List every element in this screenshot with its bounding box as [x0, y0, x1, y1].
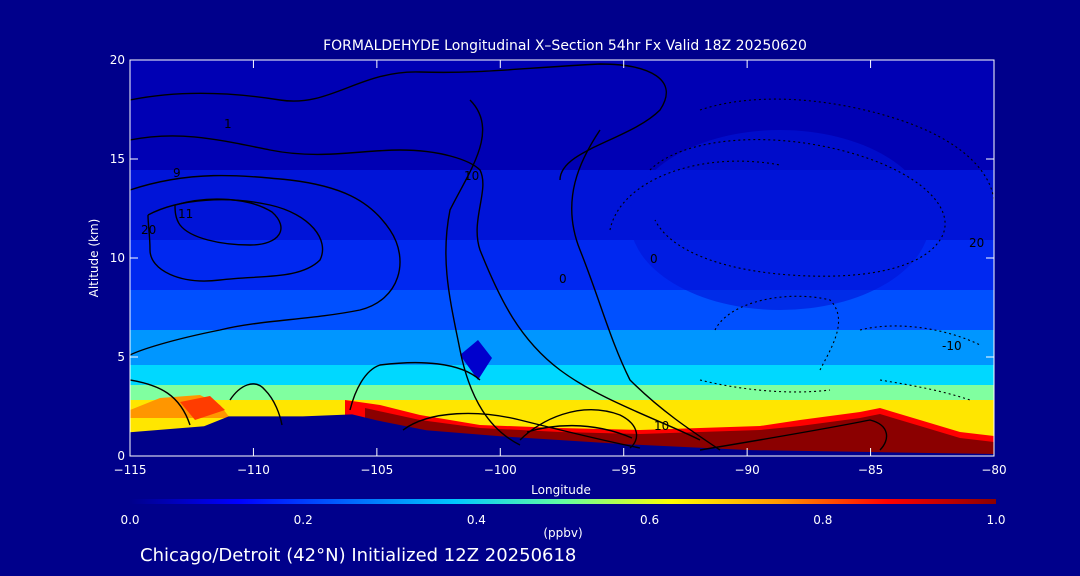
footer-caption: Chicago/Detroit (42°N) Initialized 12Z 2…	[140, 545, 576, 566]
contour-line	[519, 409, 638, 449]
contour-label: 0	[650, 252, 658, 266]
contour-label: 10	[464, 169, 479, 183]
colorbar-tick-label: 0.2	[294, 513, 313, 527]
chart-title: FORMALDEHYDE Longitudinal X–Section 54hr…	[323, 38, 807, 54]
y-tick-label: 5	[117, 350, 125, 364]
contour-label: 20	[141, 223, 156, 237]
colorbar-tick-label: 0.6	[640, 513, 659, 527]
y-axis-label: Altitude (km)	[87, 219, 101, 298]
colorbar-label: (ppbv)	[543, 526, 582, 540]
contour-line	[445, 99, 521, 446]
dashed-contour-line	[699, 98, 994, 201]
contour-label: 1	[224, 117, 232, 131]
dashed-contour-line	[879, 379, 971, 401]
x-axis-label: Longitude	[531, 483, 591, 497]
contour-line	[130, 379, 191, 426]
colorbar-ticks: 0.0 0.2 0.4 0.6 0.8 1.0	[120, 513, 1005, 527]
y-tick-label: 20	[110, 53, 125, 67]
dashed-contour-line	[649, 139, 946, 277]
dashed-contour-line	[699, 379, 831, 393]
concentration-field	[130, 60, 994, 456]
contour-label: 10	[654, 419, 669, 433]
x-tick-label: −100	[484, 463, 517, 477]
dashed-contour-line	[714, 295, 840, 371]
colorbar-tick-label: 0.0	[120, 513, 139, 527]
contour-label: 9	[173, 166, 181, 180]
negative-contours	[609, 98, 994, 401]
x-tick-label: −80	[981, 463, 1006, 477]
contour-line	[130, 135, 701, 441]
x-tick-label: −105	[360, 463, 393, 477]
colorbar-tick-label: 0.8	[813, 513, 832, 527]
contour-labels: 1 9 11 20 10 0 20 -10 10 0	[141, 117, 984, 433]
contour-label: 11	[178, 207, 193, 221]
x-tick-label: −95	[611, 463, 636, 477]
terrain-mask	[130, 414, 994, 456]
x-axis: −115 −110 −105 −100 −95 −90 −85 −80	[114, 60, 1007, 477]
colorbar-tick-label: 1.0	[986, 513, 1005, 527]
contour-label: -10	[942, 339, 962, 353]
colorbar	[130, 499, 996, 504]
contour-label: 20	[969, 236, 984, 250]
x-tick-label: −85	[858, 463, 883, 477]
contour-line	[402, 412, 641, 449]
contour-line	[526, 424, 633, 439]
y-tick-label: 10	[110, 251, 125, 265]
y-tick-label: 15	[110, 152, 125, 166]
x-tick-label: −90	[734, 463, 759, 477]
terrain-polygon	[130, 414, 994, 456]
contour-line	[229, 383, 283, 426]
y-tick-label: 0	[117, 449, 125, 463]
x-tick-label: −110	[237, 463, 270, 477]
colorbar-tick-label: 0.4	[467, 513, 486, 527]
contour-line	[699, 419, 888, 451]
contour-line	[571, 129, 721, 451]
contour-line	[130, 174, 401, 356]
contour-line	[130, 63, 667, 181]
contour-line	[174, 198, 282, 246]
x-tick-label: −115	[114, 463, 147, 477]
contour-line	[349, 361, 481, 411]
contour-label: 0	[559, 272, 567, 286]
dashed-contour-line	[609, 160, 781, 231]
contour-lines	[130, 63, 888, 451]
dashed-contour-line	[859, 325, 981, 346]
